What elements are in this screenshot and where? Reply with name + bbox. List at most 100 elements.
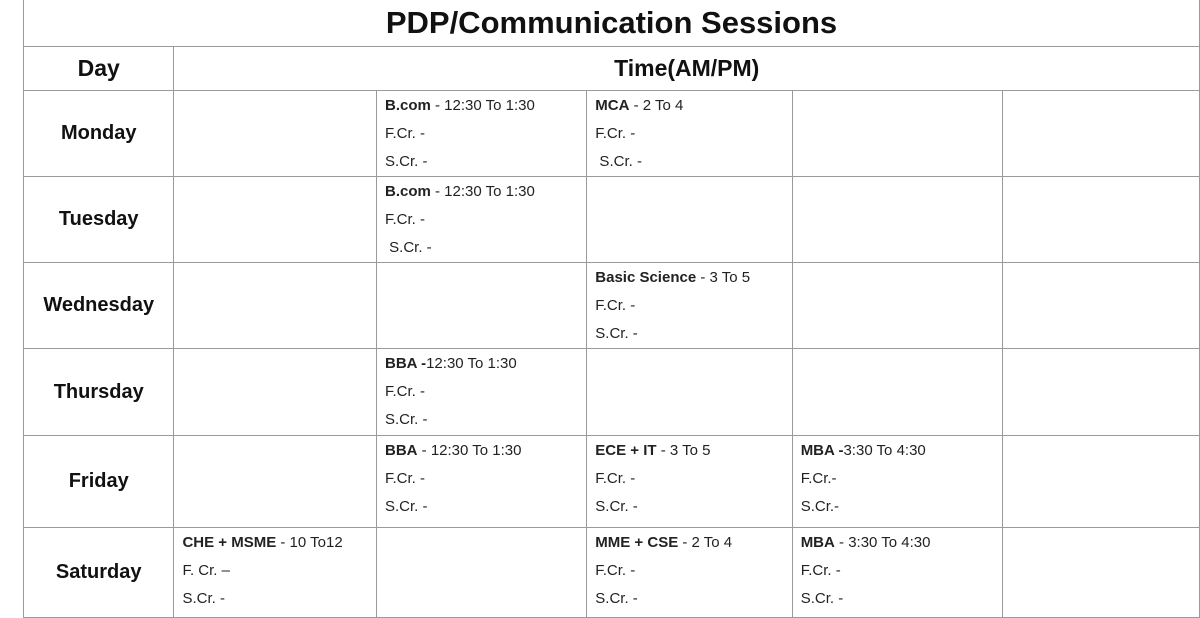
first-coordinator: F.Cr. - bbox=[384, 383, 425, 400]
time-slot-cell: MME + CSE - 2 To 4 F.Cr. - S.Cr. - bbox=[586, 527, 793, 618]
first-coordinator: F.Cr. - bbox=[595, 125, 636, 142]
program-name: B.com bbox=[384, 183, 431, 200]
time-slot-cell bbox=[173, 176, 377, 263]
program-name: ECE + IT bbox=[595, 442, 657, 459]
session-heading: MME + CSE - 2 To 4 bbox=[595, 529, 791, 557]
schedule-sheet: PDP/Communication Sessions Day Time(AM/P… bbox=[22, 0, 1200, 618]
session-entry: MCA - 2 To 4 F.Cr. - S.Cr. - bbox=[587, 91, 791, 176]
time-slot-cell: Basic Science - 3 To 5 F.Cr. - S.Cr. - bbox=[586, 262, 793, 349]
time-slot-cell bbox=[1001, 527, 1200, 618]
session-heading: BBA - 12:30 To 1:30 bbox=[385, 437, 586, 465]
session-heading: BBA -12:30 To 1:30 bbox=[385, 350, 586, 378]
session-time: 3:30 To 4:30 bbox=[843, 442, 926, 459]
session-heading: B.com - 12:30 To 1:30 bbox=[385, 178, 586, 206]
schedule-table: PDP/Communication Sessions Day Time(AM/P… bbox=[22, 0, 1200, 618]
second-coordinator: S.Cr. - bbox=[384, 498, 428, 515]
program-name: MBA - bbox=[800, 442, 844, 459]
time-slot-cell bbox=[375, 527, 588, 618]
time-slot-cell: CHE + MSME - 10 To12 F. Cr. – S.Cr. - bbox=[173, 527, 377, 618]
time-slot-cell: MCA - 2 To 4 F.Cr. - S.Cr. - bbox=[586, 90, 793, 177]
time-slot-cell bbox=[1001, 348, 1200, 436]
session-time: - 12:30 To 1:30 bbox=[430, 183, 535, 200]
time-slot-cell bbox=[173, 348, 377, 436]
program-name: CHE + MSME bbox=[182, 534, 277, 551]
time-slot-cell: BBA - 12:30 To 1:30 F.Cr. - S.Cr. - bbox=[375, 435, 588, 528]
time-slot-cell: MBA -3:30 To 4:30 F.Cr.- S.Cr.- bbox=[791, 435, 1003, 528]
second-coordinator: S.Cr. - bbox=[595, 498, 638, 515]
first-coordinator: F.Cr. - bbox=[384, 211, 425, 228]
time-slot-cell bbox=[1001, 435, 1200, 528]
first-coordinator: F.Cr. - bbox=[595, 297, 636, 314]
table-row: Saturday CHE + MSME - 10 To12 F. Cr. – S.Cr… bbox=[22, 527, 1200, 618]
program-name: BBA - bbox=[384, 355, 427, 372]
session-time: - 10 To12 bbox=[276, 534, 343, 551]
session-heading: ECE + IT - 3 To 5 bbox=[595, 437, 791, 465]
first-coordinator: F.Cr. - bbox=[595, 562, 636, 579]
session-entry: CHE + MSME - 10 To12 F. Cr. – S.Cr. - bbox=[174, 528, 376, 613]
table-row: Wednesday Basic Science - 3 To 5 F.Cr. - S.… bbox=[22, 262, 1200, 349]
first-coordinator: F. Cr. – bbox=[182, 562, 230, 579]
time-slot-cell bbox=[791, 262, 1003, 349]
second-coordinator: S.Cr. - bbox=[384, 411, 428, 428]
session-time: - 12:30 To 1:30 bbox=[417, 442, 522, 459]
session-time: - 3:30 To 4:30 bbox=[834, 534, 931, 551]
second-coordinator: S.Cr. - bbox=[182, 590, 225, 607]
second-coordinator: S.Cr. - bbox=[595, 325, 638, 342]
time-column-header: Time(AM/PM) bbox=[173, 46, 1200, 91]
second-coordinator: S.Cr. - bbox=[595, 590, 638, 607]
time-slot-cell bbox=[586, 348, 793, 436]
session-heading: Basic Science - 3 To 5 bbox=[595, 264, 791, 292]
session-heading: B.com - 12:30 To 1:30 bbox=[385, 92, 586, 120]
time-slot-cell bbox=[173, 435, 377, 528]
session-time: - 12:30 To 1:30 bbox=[430, 97, 535, 114]
day-label: Thursday bbox=[22, 348, 175, 436]
session-time: - 3 To 5 bbox=[696, 269, 751, 286]
header-row: Day Time(AM/PM) bbox=[22, 46, 1200, 91]
time-slot-cell bbox=[1001, 90, 1200, 177]
time-slot-cell bbox=[375, 262, 588, 349]
program-name: MME + CSE bbox=[595, 534, 679, 551]
session-time: - 3 To 5 bbox=[656, 442, 711, 459]
session-heading: CHE + MSME - 10 To12 bbox=[182, 529, 376, 557]
day-label: Friday bbox=[22, 435, 175, 528]
time-slot-cell: B.com - 12:30 To 1:30 F.Cr. - S.Cr. - bbox=[375, 176, 588, 263]
time-slot-cell bbox=[791, 90, 1003, 177]
first-coordinator: F.Cr. - bbox=[384, 470, 425, 487]
session-time: - 2 To 4 bbox=[629, 97, 684, 114]
program-name: BBA bbox=[384, 442, 418, 459]
day-label: Monday bbox=[22, 90, 175, 177]
day-column-header: Day bbox=[22, 46, 175, 91]
first-coordinator: F.Cr. - bbox=[800, 562, 841, 579]
table-row: Monday B.com - 12:30 To 1:30 F.Cr. - S.Cr. … bbox=[22, 90, 1200, 177]
session-entry: Basic Science - 3 To 5 F.Cr. - S.Cr. - bbox=[587, 263, 791, 348]
first-coordinator: F.Cr.- bbox=[800, 470, 837, 487]
program-name: MCA bbox=[595, 97, 630, 114]
first-coordinator: F.Cr. - bbox=[595, 470, 636, 487]
session-heading: MBA -3:30 To 4:30 bbox=[801, 437, 1002, 465]
first-coordinator: F.Cr. - bbox=[384, 125, 425, 142]
second-coordinator: S.Cr. - bbox=[800, 590, 844, 607]
time-slot-cell bbox=[173, 90, 377, 177]
session-entry: ECE + IT - 3 To 5 F.Cr. - S.Cr. - bbox=[587, 436, 791, 521]
session-entry: MME + CSE - 2 To 4 F.Cr. - S.Cr. - bbox=[587, 528, 791, 613]
session-entry: BBA -12:30 To 1:30 F.Cr. - S.Cr. - bbox=[377, 349, 586, 434]
time-slot-cell bbox=[791, 348, 1003, 436]
session-time: - 2 To 4 bbox=[678, 534, 733, 551]
time-slot-cell bbox=[1001, 262, 1200, 349]
time-slot-cell: ECE + IT - 3 To 5 F.Cr. - S.Cr. - bbox=[586, 435, 793, 528]
session-entry: B.com - 12:30 To 1:30 F.Cr. - S.Cr. - bbox=[377, 177, 586, 262]
title-row: PDP/Communication Sessions bbox=[23, 0, 1200, 47]
second-coordinator: S.Cr. - bbox=[595, 153, 642, 170]
program-name: Basic Science bbox=[595, 269, 697, 286]
day-label: Saturday bbox=[22, 527, 175, 618]
table-row: Thursday BBA -12:30 To 1:30 F.Cr. - S.Cr. - bbox=[22, 348, 1200, 436]
time-slot-cell bbox=[1001, 176, 1200, 263]
session-time: 12:30 To 1:30 bbox=[426, 355, 517, 372]
session-entry: MBA -3:30 To 4:30 F.Cr.- S.Cr.- bbox=[793, 436, 1002, 521]
table-row: Friday BBA - 12:30 To 1:30 F.Cr. - S.Cr. -E… bbox=[22, 435, 1200, 528]
second-coordinator: S.Cr. - bbox=[384, 239, 432, 256]
day-label: Tuesday bbox=[22, 176, 175, 263]
time-slot-cell: B.com - 12:30 To 1:30 F.Cr. - S.Cr. - bbox=[375, 90, 588, 177]
session-entry: B.com - 12:30 To 1:30 F.Cr. - S.Cr. - bbox=[377, 91, 586, 176]
time-slot-cell bbox=[791, 176, 1003, 263]
